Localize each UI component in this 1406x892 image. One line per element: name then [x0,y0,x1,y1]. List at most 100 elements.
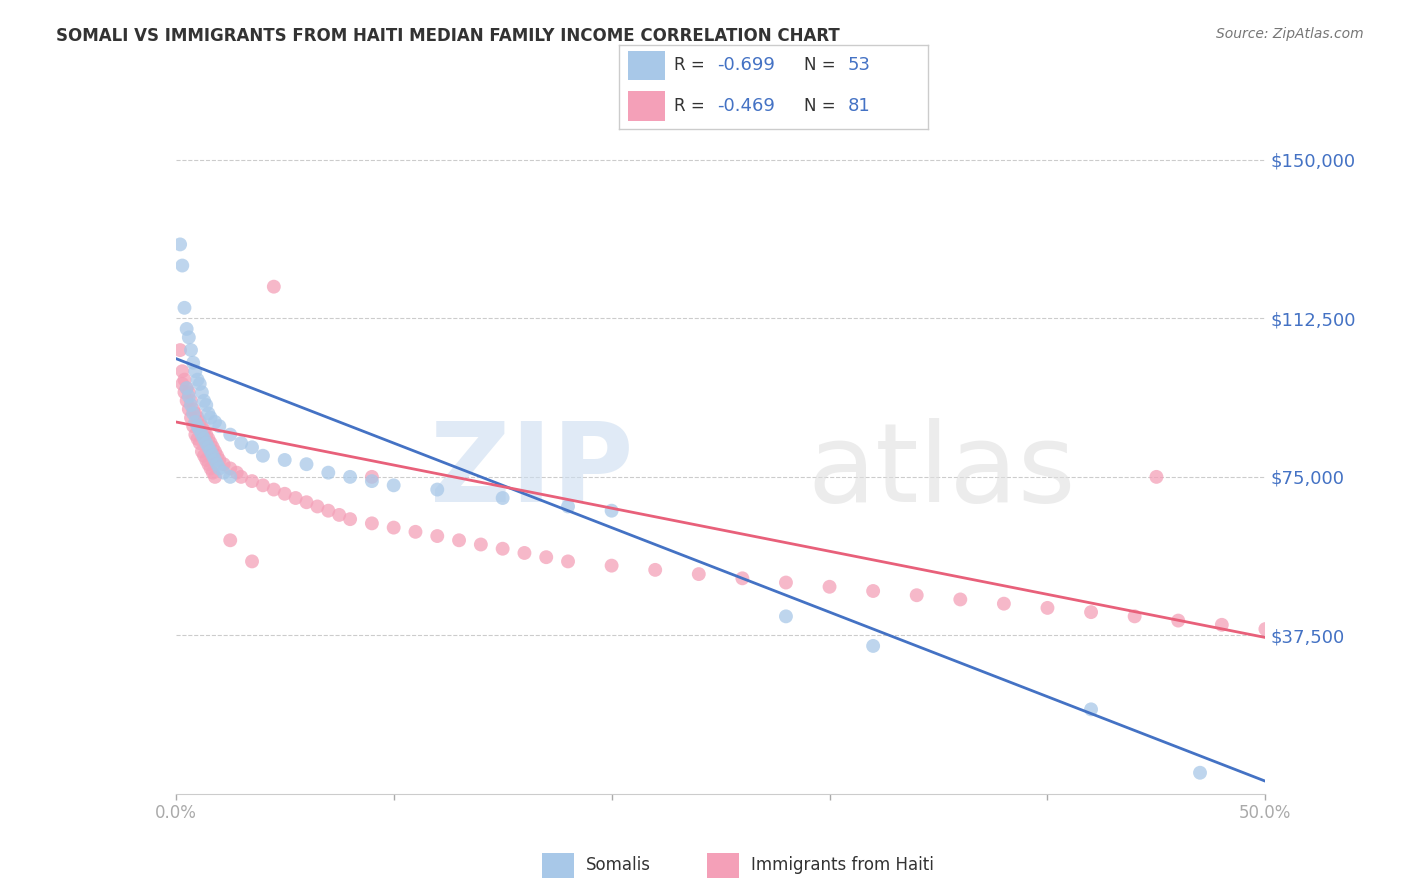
Point [307,500,329,514]
Text: R =: R = [675,96,710,114]
Point [201,466,224,480]
Point [284,491,307,505]
Point [470,537,492,551]
Point [775,609,797,624]
Point [513,546,536,560]
Point [240,440,263,454]
Point [197,440,219,454]
Point [204,415,226,429]
Point [240,554,263,568]
Point [205,449,228,463]
Point [1254,622,1277,636]
Bar [628,91,665,120]
Point [274,453,297,467]
Text: ZIP: ZIP [430,417,633,524]
Point [360,516,382,531]
Bar [707,853,740,878]
Point [169,237,191,252]
Bar [543,853,574,878]
Point [208,419,231,434]
Point [219,533,242,548]
Point [557,500,579,514]
Text: N =: N = [804,96,841,114]
Point [193,393,215,408]
Point [184,415,207,429]
Point [173,373,195,387]
Point [201,449,224,463]
Point [184,427,207,442]
Point [219,461,242,475]
Point [231,436,253,450]
Point [172,259,194,273]
Point [200,461,222,475]
Point [173,301,195,315]
Point [204,470,226,484]
Point [191,427,214,442]
Text: Immigrants from Haiti: Immigrants from Haiti [751,856,934,874]
Point [1080,702,1102,716]
Point [180,343,202,357]
Point [534,550,557,565]
Point [193,423,215,437]
Point [1189,765,1212,780]
Point [862,639,884,653]
Point [1080,605,1102,619]
Point [177,390,200,404]
Point [177,385,200,400]
Point [252,449,274,463]
Point [557,554,579,568]
Point [200,410,222,425]
Point [195,427,218,442]
Point [360,474,382,488]
Point [1144,470,1167,484]
Point [200,436,222,450]
Point [212,457,235,471]
Point [818,580,841,594]
Point [191,444,214,458]
Point [1036,601,1059,615]
Point [176,381,198,395]
Text: R =: R = [675,56,710,74]
Point [195,453,218,467]
Point [382,478,405,492]
Point [176,393,198,408]
Point [208,461,231,475]
Text: SOMALI VS IMMIGRANTS FROM HAITI MEDIAN FAMILY INCOME CORRELATION CHART: SOMALI VS IMMIGRANTS FROM HAITI MEDIAN F… [56,27,839,45]
Point [180,398,202,412]
Point [184,364,207,378]
Point [180,393,202,408]
Point [240,474,263,488]
Point [426,529,449,543]
Point [1211,617,1233,632]
Point [219,427,242,442]
Point [188,423,211,437]
Point [1123,609,1146,624]
Point [263,483,285,497]
Point [186,410,209,425]
Point [1167,614,1189,628]
Point [193,432,215,446]
Point [274,487,297,501]
Point [186,419,209,434]
Point [188,436,211,450]
Point [231,470,253,484]
Point [181,419,204,434]
Point [295,457,318,471]
Point [492,541,515,556]
Point [949,592,972,607]
Point [172,364,194,378]
Point [318,466,340,480]
Point [204,453,226,467]
Point [382,520,405,534]
Point [181,356,204,370]
Text: -0.699: -0.699 [717,56,776,74]
Text: N =: N = [804,56,841,74]
Point [688,567,710,582]
Point [180,410,202,425]
Point [905,588,928,602]
Point [426,483,449,497]
Point [177,330,200,344]
Point [219,470,242,484]
Point [339,512,361,526]
Point [339,470,361,484]
